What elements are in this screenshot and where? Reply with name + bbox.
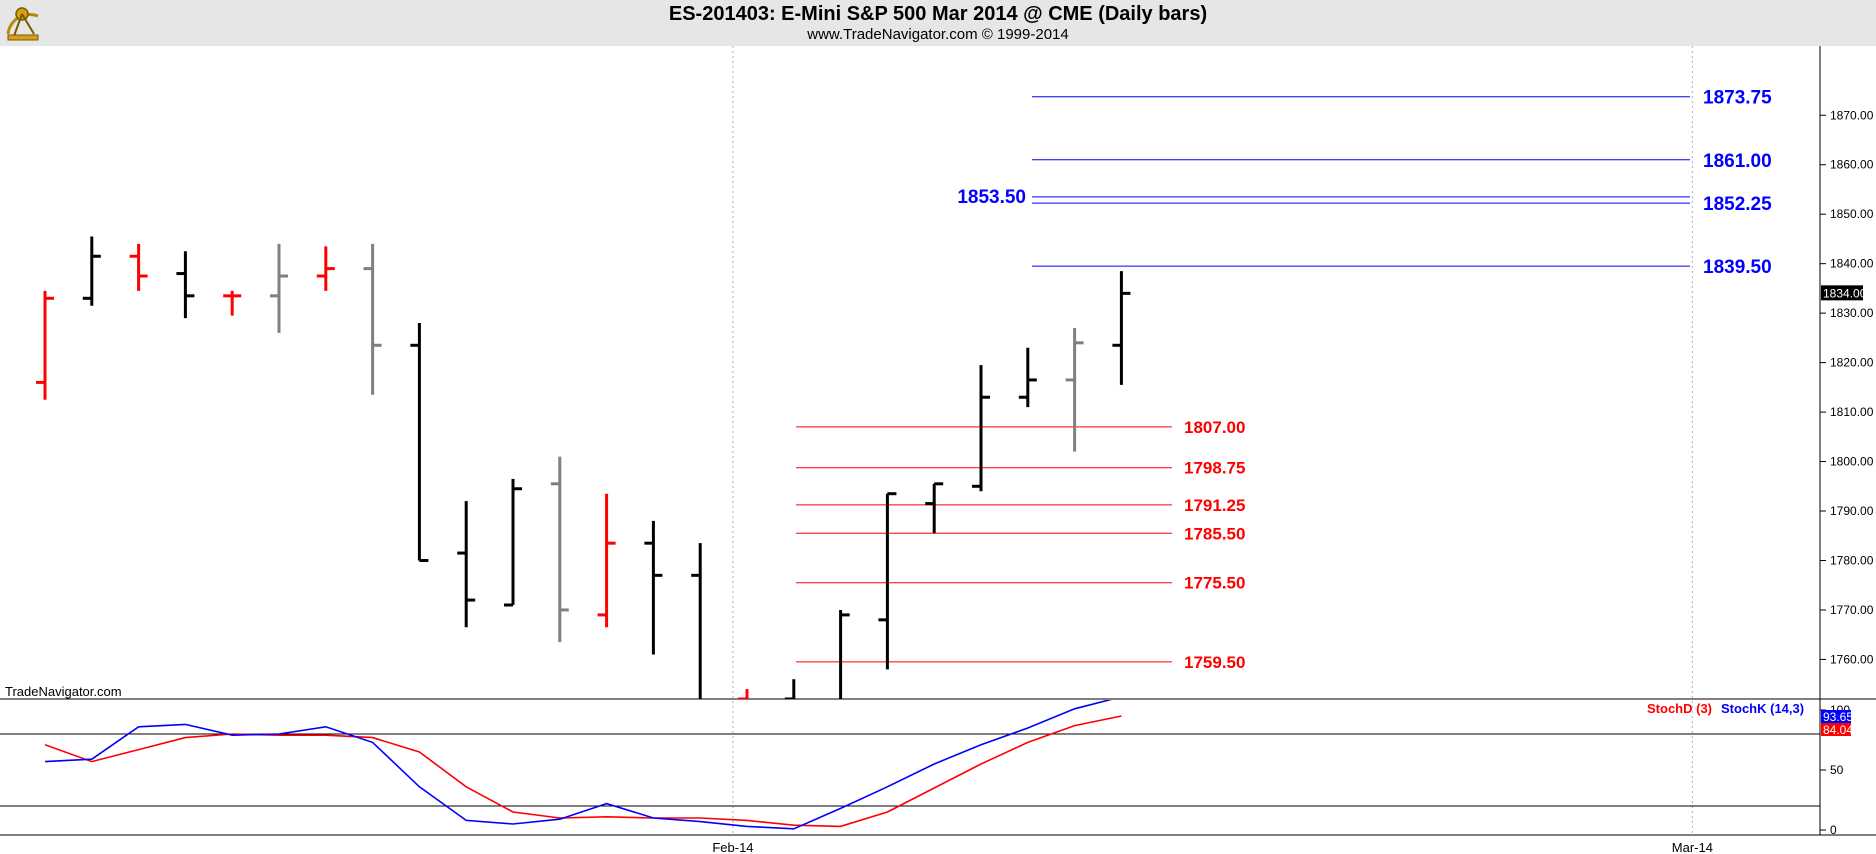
ohlc-bars bbox=[36, 236, 1131, 699]
ohlc-bar bbox=[176, 251, 195, 319]
ohlc-bar bbox=[550, 456, 569, 643]
price-tick-label: 1810.00 bbox=[1830, 405, 1874, 419]
stoch-tick-label: 50 bbox=[1830, 763, 1844, 777]
ohlc-bar bbox=[644, 520, 663, 655]
chart-subtitle: www.TradeNavigator.com © 1999-2014 bbox=[807, 26, 1069, 43]
time-tick-label: Mar-14 bbox=[1672, 840, 1713, 854]
level-label: 1775.50 bbox=[1184, 574, 1245, 593]
stoch-line-stochk bbox=[44, 700, 1113, 830]
price-axis: 1760.00 1770.00 1780.00 1790.00 1800.00 1810.… bbox=[1820, 108, 1874, 666]
ohlc-bar bbox=[36, 290, 54, 400]
ohlc-bar bbox=[363, 243, 382, 395]
last-price-box bbox=[1821, 285, 1863, 301]
ohlc-bar bbox=[925, 482, 944, 534]
price-tick-label: 1770.00 bbox=[1830, 603, 1874, 617]
ohlc-bar bbox=[597, 493, 616, 628]
legend-stochd: StochD (3) bbox=[1647, 701, 1712, 716]
stoch-last-box bbox=[1821, 723, 1851, 736]
level-label: 1852.25 bbox=[1703, 194, 1772, 215]
ohlc-bar bbox=[738, 689, 749, 699]
level-label: 1873.75 bbox=[1703, 88, 1772, 109]
ohlc-bar bbox=[457, 501, 476, 628]
price-tick-label: 1780.00 bbox=[1830, 553, 1874, 567]
level-label: 1861.00 bbox=[1703, 151, 1772, 172]
price-tick-label: 1830.00 bbox=[1830, 306, 1874, 320]
stoch-last-label: 93.65 bbox=[1823, 710, 1853, 724]
stoch-last-box bbox=[1821, 710, 1851, 723]
price-tick-label: 1840.00 bbox=[1830, 257, 1874, 271]
level-label: 1791.25 bbox=[1184, 496, 1245, 515]
ohlc-bar bbox=[82, 236, 101, 306]
level-label: 1839.50 bbox=[1703, 257, 1772, 278]
ohlc-bar bbox=[223, 290, 242, 316]
sextant-logo-icon[interactable] bbox=[2, 2, 44, 44]
ohlc-bar bbox=[1112, 271, 1131, 385]
level-label: 1785.50 bbox=[1184, 524, 1245, 543]
plot-area bbox=[0, 46, 1820, 854]
legend-stochk: StochK (14,3) bbox=[1721, 701, 1804, 716]
level-label: 1759.50 bbox=[1184, 653, 1245, 672]
level-label: 1853.50 bbox=[957, 187, 1026, 208]
ohlc-bar bbox=[691, 543, 702, 699]
stoch-tick-label: 0 bbox=[1830, 823, 1837, 837]
price-tick-label: 1790.00 bbox=[1830, 504, 1874, 518]
time-axis: Feb-14 Mar-14 bbox=[712, 840, 1713, 854]
price-tick-label: 1860.00 bbox=[1830, 158, 1874, 172]
ohlc-bar bbox=[878, 492, 897, 670]
price-tick-label: 1760.00 bbox=[1830, 652, 1874, 666]
level-label: 1807.00 bbox=[1184, 418, 1245, 437]
watermark: TradeNavigator.com bbox=[5, 684, 122, 699]
level-label: 1798.75 bbox=[1184, 459, 1245, 478]
stoch-last-label: 84.04 bbox=[1823, 723, 1853, 737]
chart-title: ES-201403: E-Mini S&P 500 Mar 2014 @ CME… bbox=[668, 3, 1208, 25]
ohlc-bar bbox=[316, 246, 335, 291]
ohlc-bar bbox=[270, 243, 288, 333]
ohlc-bar bbox=[1065, 327, 1084, 452]
price-tick-label: 1870.00 bbox=[1830, 108, 1874, 122]
ohlc-bar bbox=[410, 323, 429, 562]
ohlc-bar bbox=[129, 243, 148, 291]
ohlc-bar bbox=[839, 609, 850, 699]
price-tick-label: 1850.00 bbox=[1830, 207, 1874, 221]
last-price-label: 1834.00 bbox=[1823, 286, 1867, 300]
stoch-line-stochd bbox=[44, 715, 1122, 828]
price-levels: 1873.75 1861.00 1853.50 1852.25 1839.50 1807.… bbox=[796, 88, 1772, 672]
ohlc-bar bbox=[504, 478, 522, 607]
price-tick-label: 1820.00 bbox=[1830, 356, 1874, 370]
ohlc-bar bbox=[1018, 347, 1037, 408]
price-tick-label: 1800.00 bbox=[1830, 455, 1874, 469]
chart-header: ES-201403: E-Mini S&P 500 Mar 2014 @ CME… bbox=[0, 0, 1876, 46]
ohlc-bar bbox=[972, 365, 990, 492]
vertical-gridlines bbox=[732, 46, 1693, 835]
ohlc-bar bbox=[784, 679, 796, 699]
time-tick-label: Feb-14 bbox=[712, 840, 753, 854]
